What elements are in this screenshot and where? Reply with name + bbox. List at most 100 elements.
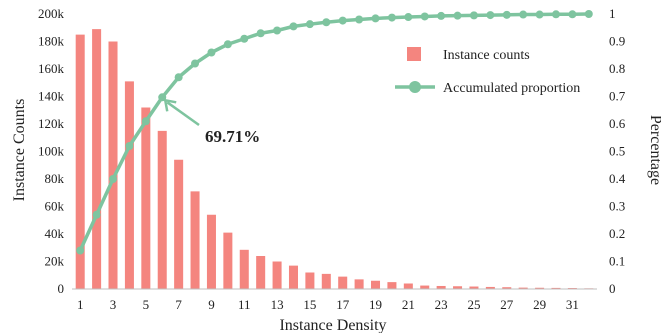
x-tick-label-31: 31: [566, 297, 579, 312]
x-tick-label-25: 25: [467, 297, 480, 312]
legend-label-accumulated-proportion: Accumulated proportion: [443, 81, 580, 96]
line-point-27: [502, 10, 511, 19]
y-right-tick-label-7: 0.7: [609, 89, 626, 104]
bar-15: [305, 272, 315, 289]
line-point-9: [207, 48, 216, 57]
line-point-25: [469, 11, 478, 20]
bar-7: [174, 159, 184, 289]
line-point-18: [355, 15, 364, 24]
legend: Instance counts Accumulated proportion: [395, 47, 580, 96]
x-tick-label-29: 29: [533, 297, 546, 312]
bar-23: [436, 285, 446, 289]
y-left-tick-label-7: 140k: [38, 89, 65, 104]
bar-21: [403, 283, 413, 289]
line-point-24: [453, 11, 462, 20]
bar-11: [239, 249, 249, 289]
line-point-12: [256, 29, 265, 38]
x-tick-label-1: 1: [77, 297, 84, 312]
y-left-tick-label-8: 160k: [38, 61, 65, 76]
y-right-tick-label-10: 1: [609, 6, 616, 21]
bar-12: [256, 256, 266, 289]
bar-25: [469, 286, 479, 289]
bar-22: [420, 285, 430, 289]
y-left-tick-label-2: 40k: [45, 226, 65, 241]
x-tick-label-5: 5: [143, 297, 150, 312]
line-point-1: [76, 246, 85, 255]
bar-8: [190, 191, 200, 289]
y-right-tick-label-2: 0.2: [609, 226, 625, 241]
bar-2: [92, 29, 102, 289]
annotation: 69.71%: [163, 98, 260, 146]
line-point-17: [338, 16, 347, 25]
legend-label-instance-counts: Instance counts: [443, 48, 530, 63]
bar-series: [75, 29, 594, 289]
line-point-16: [322, 18, 331, 27]
y-right-tick-label-3: 0.3: [609, 199, 625, 214]
y-right-tick-label-8: 0.8: [609, 61, 625, 76]
line-point-13: [273, 26, 282, 35]
bar-6: [157, 130, 167, 289]
bar-29: [535, 287, 545, 289]
x-tick-label-21: 21: [402, 297, 415, 312]
x-axis-title: Instance Density: [279, 317, 386, 333]
annotation-arrow-line: [166, 101, 200, 127]
bar-14: [288, 265, 298, 289]
y-right-tick-label-4: 0.4: [609, 171, 626, 186]
line-point-19: [371, 14, 380, 23]
line-point-10: [223, 40, 232, 49]
line-point-4: [125, 142, 134, 150]
y-left-tick-label-10: 200k: [38, 6, 65, 21]
x-tick-label-19: 19: [369, 297, 382, 312]
bar-5: [141, 107, 151, 289]
bar-13: [272, 261, 282, 289]
line-series: [76, 10, 593, 255]
bar-3: [108, 41, 118, 289]
y-right-tick-label-0: 0: [609, 281, 616, 296]
line-point-32: [584, 10, 593, 18]
line-point-31: [568, 10, 577, 19]
y-axis-right-title: Percentage: [647, 115, 661, 185]
x-tick-label-9: 9: [208, 297, 215, 312]
legend-swatch-instance-counts: [407, 47, 421, 61]
y-left-tick-label-1: 20k: [45, 254, 65, 269]
x-tick-label-15: 15: [303, 297, 316, 312]
y-left-tick-label-6: 120k: [38, 116, 65, 131]
line-point-11: [240, 34, 249, 43]
x-tick-label-11: 11: [238, 297, 251, 312]
y-left-tick-label-9: 180k: [38, 34, 65, 49]
bar-24: [453, 286, 463, 289]
bar-9: [206, 214, 216, 289]
bar-1: [75, 34, 85, 289]
line-point-21: [404, 13, 413, 22]
bar-26: [485, 286, 495, 289]
y-left-tick-label-0: 0: [58, 281, 65, 296]
line-point-5: [141, 117, 150, 126]
line-point-15: [305, 20, 314, 29]
x-tick-label-23: 23: [435, 297, 448, 312]
bar-27: [502, 287, 512, 289]
legend-swatch-marker: [409, 81, 421, 93]
y-right-tick-label-1: 0.1: [609, 254, 625, 269]
line-point-7: [174, 73, 183, 82]
line-point-3: [109, 175, 118, 183]
bar-4: [124, 81, 134, 289]
x-tick-label-13: 13: [271, 297, 284, 312]
line-point-23: [437, 11, 446, 20]
x-tick-label-7: 7: [175, 297, 182, 312]
x-tick-label-17: 17: [336, 297, 350, 312]
line-point-29: [535, 10, 544, 19]
bar-10: [223, 232, 233, 289]
y-axis-left-title: Instance Counts: [11, 99, 28, 202]
line-point-20: [387, 13, 396, 22]
bar-18: [354, 279, 364, 289]
line-point-26: [486, 11, 495, 20]
y-right-tick-label-5: 0.5: [609, 144, 625, 159]
annotation-arrow-head: [163, 98, 177, 112]
bar-28: [518, 287, 528, 289]
y-left-tick-label-4: 80k: [45, 171, 65, 186]
line-point-30: [551, 10, 560, 19]
y-left-tick-label-5: 100k: [38, 144, 65, 159]
bar-16: [321, 273, 331, 289]
x-tick-label-27: 27: [500, 297, 514, 312]
